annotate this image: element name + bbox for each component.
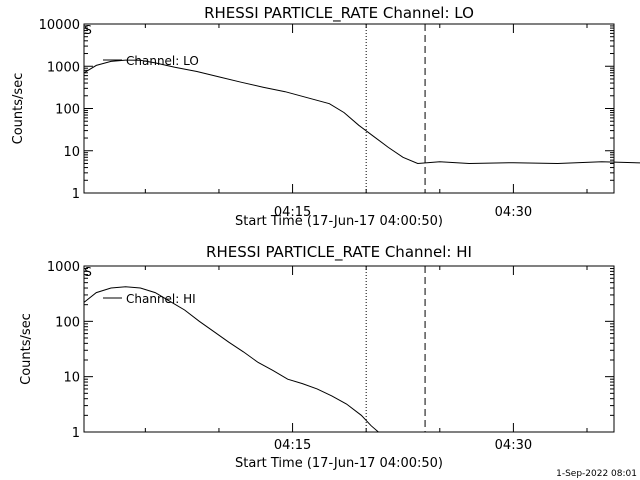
- x-tick-label: 04:15: [274, 438, 311, 453]
- x-axis-label: Start Time (17-Jun-17 04:00:50): [235, 214, 443, 229]
- y-axis-label: Counts/sec: [19, 313, 34, 385]
- y-tick-label: 1: [72, 426, 80, 441]
- y-tick-label: 100: [55, 103, 80, 118]
- plot-frame: [83, 23, 615, 194]
- x-tick-label: 04:30: [495, 205, 532, 220]
- plot-frame: [83, 265, 615, 433]
- x-tick-label: 04:15: [274, 205, 311, 220]
- y-tick-label: 10: [63, 371, 80, 386]
- legend-label: Channel: HI: [126, 292, 196, 306]
- chart-title: RHESSI PARTICLE_RATE Channel: HI: [206, 243, 472, 262]
- y-tick-label: 1: [72, 187, 80, 202]
- x-tick-label: 04:30: [495, 438, 532, 453]
- lo-channel-panel: RHESSI PARTICLE_RATE Channel: LO Start T…: [11, 4, 640, 229]
- y-tick-label: 100: [55, 315, 80, 330]
- event-marker-label: S: [84, 265, 92, 279]
- y-tick-label: 10: [63, 145, 80, 160]
- y-axis-label: Counts/sec: [11, 73, 26, 145]
- chart-title: RHESSI PARTICLE_RATE Channel: LO: [204, 4, 474, 23]
- series-line: [83, 59, 640, 165]
- legend-label: Channel: LO: [126, 54, 199, 68]
- y-tick-label: 1000: [47, 60, 80, 75]
- x-axis-label: Start Time (17-Jun-17 04:00:50): [235, 456, 443, 471]
- series-line: [83, 286, 379, 433]
- y-tick-label: 10000: [39, 18, 80, 33]
- footer-timestamp: 1-Sep-2022 08:01: [556, 469, 637, 479]
- hi-channel-panel: RHESSI PARTICLE_RATE Channel: HI Start T…: [19, 243, 615, 471]
- y-tick-label: 1000: [47, 260, 80, 275]
- event-marker-label: S: [84, 23, 92, 37]
